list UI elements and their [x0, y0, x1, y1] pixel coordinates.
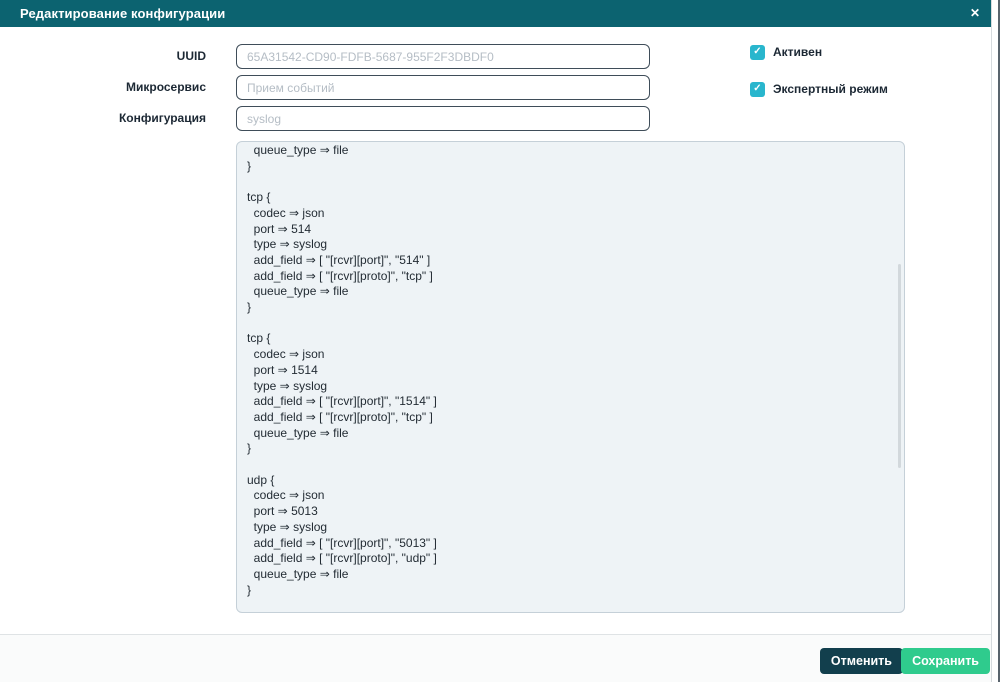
microservice-input[interactable]	[236, 75, 650, 100]
check-icon: ✓	[753, 46, 762, 57]
expert-mode-checkbox-label: Экспертный режим	[773, 82, 888, 96]
save-button[interactable]: Сохранить	[901, 648, 990, 674]
uuid-input[interactable]	[236, 44, 650, 69]
configuration-input[interactable]	[236, 106, 650, 131]
expert-mode-checkbox[interactable]: ✓	[750, 81, 765, 97]
configuration-code-text[interactable]: queue_type ⇒ file } tcp { codec ⇒ json p…	[247, 143, 437, 597]
uuid-label: UUID	[176, 49, 206, 63]
microservice-field-row: Микросервис	[0, 75, 660, 100]
editor-scrollbar-thumb[interactable]	[898, 264, 901, 468]
active-checkbox[interactable]: ✓	[750, 44, 765, 60]
cancel-button[interactable]: Отменить	[819, 648, 903, 674]
window-right-edge	[998, 0, 1000, 682]
modal-footer: Отменить Сохранить	[0, 634, 991, 682]
check-icon: ✓	[753, 83, 762, 94]
configuration-label: Конфигурация	[118, 111, 206, 125]
microservice-label: Микросервис	[126, 80, 206, 94]
active-checkbox-row: ✓ Активен	[750, 44, 822, 60]
modal-header: Редактирование конфигурации ✕	[0, 0, 991, 27]
configuration-editor[interactable]: queue_type ⇒ file } tcp { codec ⇒ json p…	[236, 141, 905, 613]
active-checkbox-label: Активен	[773, 45, 823, 59]
page-scrollbar-track[interactable]	[991, 0, 1000, 682]
close-icon[interactable]: ✕	[969, 6, 980, 20]
configuration-field-row: Конфигурация	[0, 106, 660, 131]
modal-title: Редактирование конфигурации	[20, 6, 226, 21]
expert-mode-checkbox-row: ✓ Экспертный режим	[750, 81, 888, 97]
uuid-field-row: UUID	[0, 44, 660, 69]
